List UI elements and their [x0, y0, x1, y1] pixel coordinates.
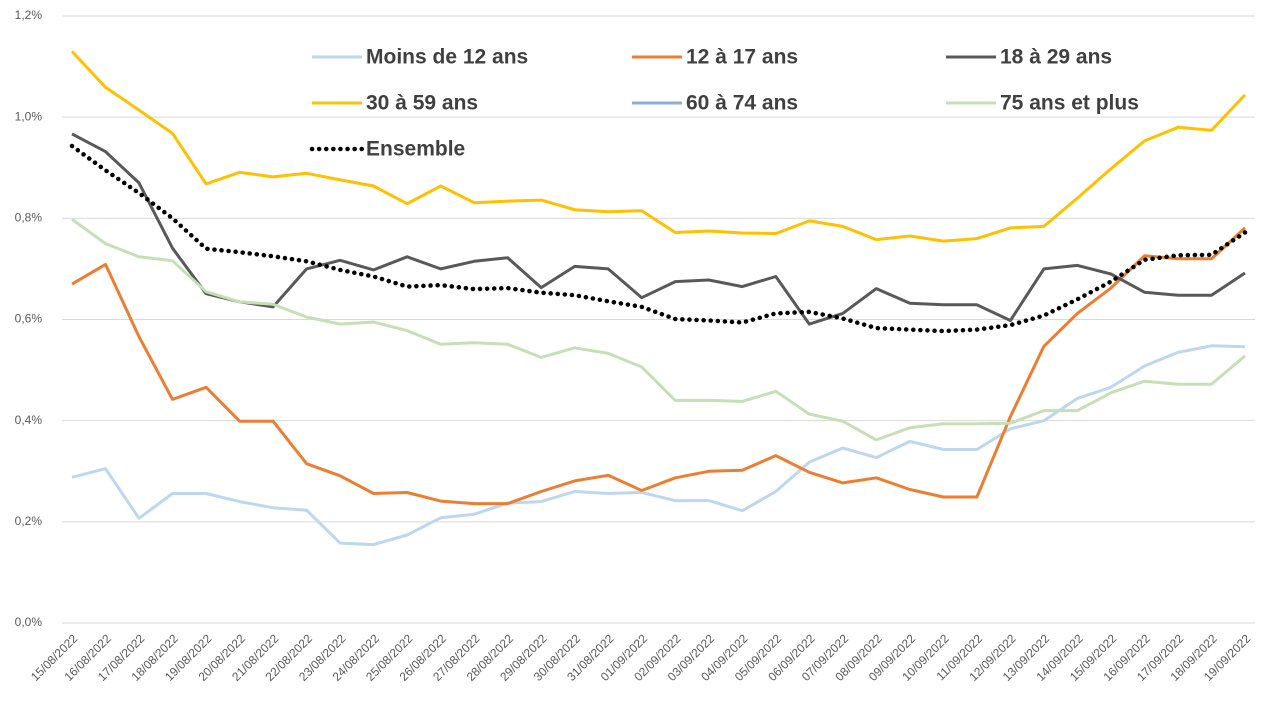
legend-label: Moins de 12 ans: [366, 46, 528, 69]
y-tick-label: 0,4%: [15, 413, 43, 427]
series-line: [70, 50, 1247, 243]
y-tick-label: 0,2%: [15, 514, 43, 528]
legend-label: 60 à 74 ans: [686, 92, 798, 115]
legend-label: 75 ans et plus: [1000, 92, 1139, 115]
series-line: [71, 226, 1247, 506]
legend-label: 30 à 59 ans: [366, 92, 478, 115]
series-line: [71, 218, 1246, 442]
y-tick-label: 0,6%: [15, 312, 43, 326]
legend-label: 18 à 29 ans: [1000, 46, 1112, 69]
y-tick-label: 0,0%: [15, 615, 43, 629]
legend-label: 12 à 17 ans: [686, 46, 798, 69]
y-tick-label: 1,0%: [15, 109, 43, 123]
y-tick-label: 1,2%: [15, 8, 43, 22]
y-tick-label: 0,8%: [15, 211, 43, 225]
series-line: [71, 344, 1246, 547]
series-line: [71, 132, 1246, 326]
legend-label: Ensemble: [366, 138, 465, 161]
